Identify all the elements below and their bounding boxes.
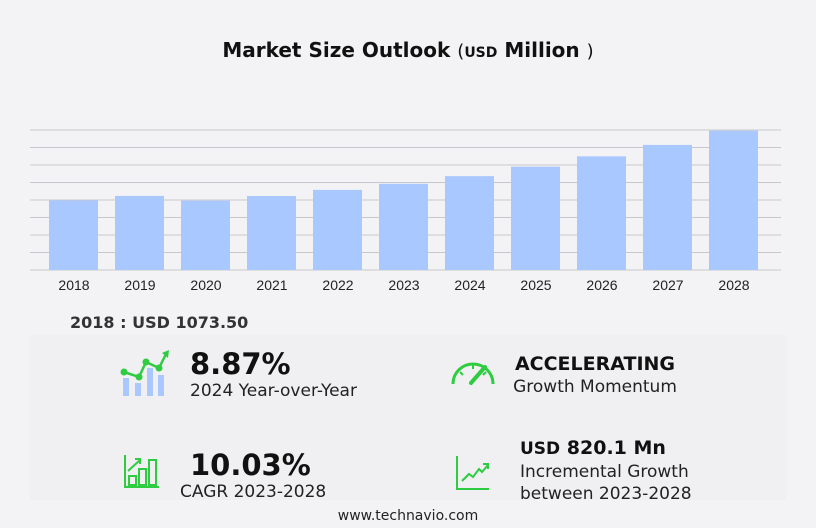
title-paren-close: ): [586, 41, 594, 62]
x-tick-label: 2028: [718, 277, 749, 293]
bar-2020: [181, 200, 230, 270]
incremental-stat: USD 820.1 Mn Incremental Growth between …: [520, 436, 692, 505]
x-tick-label: 2026: [586, 277, 617, 293]
growth-chart-icon: [120, 350, 169, 396]
momentum-value: ACCELERATING: [514, 353, 676, 375]
x-tick-label: 2023: [388, 277, 419, 293]
cagr-label: CAGR 2023-2028: [180, 482, 327, 502]
x-tick-label: 2024: [454, 277, 485, 293]
x-tick-label: 2020: [190, 277, 221, 293]
x-tick-label: 2019: [124, 277, 155, 293]
speedometer-icon: [451, 362, 495, 385]
momentum-stat: ACCELERATING Growth Momentum: [510, 352, 680, 398]
incremental-unit: USD: [520, 439, 561, 459]
chart-title: Market Size Outlook (USD Million ): [0, 38, 816, 62]
title-unit: USD: [464, 45, 498, 61]
yoy-stat: 8.87% 2024 Year-over-Year: [190, 348, 357, 402]
momentum-label: Growth Momentum: [513, 377, 677, 397]
bar-chart: 2018 2019 2020 2021 2022 2023 2024 2025 2026 2027…: [30, 129, 781, 293]
cagr-bar-icon: [124, 455, 159, 488]
x-tick-label: 2027: [652, 277, 683, 293]
incremental-value: 820.1 Mn: [566, 437, 666, 459]
title-main: Market Size Outlook: [222, 38, 451, 62]
title-unit-word: Million: [504, 38, 580, 62]
bar-2027: [643, 144, 692, 270]
base-year-value: 2018 : USD 1073.50: [70, 313, 249, 332]
bar-2021: [247, 195, 296, 270]
bar-2026: [577, 156, 626, 270]
bar-2022: [313, 189, 362, 270]
bar-2028: [709, 130, 758, 270]
bar-2025: [511, 166, 560, 270]
footer-url: www.technavio.com: [337, 508, 479, 524]
bar-2019: [115, 195, 164, 270]
yoy-label: 2024 Year-over-Year: [190, 381, 357, 401]
bar-2023: [379, 183, 428, 270]
yoy-value: 8.87%: [190, 347, 291, 381]
bar-2024: [445, 176, 494, 270]
bar-2018: [49, 200, 98, 270]
x-tick-label: 2021: [256, 277, 287, 293]
trend-line-icon: [456, 456, 489, 490]
x-tick-label: 2018: [58, 277, 89, 293]
incremental-period: between 2023-2028: [520, 484, 692, 504]
x-tick-label: 2025: [520, 277, 551, 293]
x-tick-label: 2022: [322, 277, 353, 293]
cagr-stat: 10.03% CAGR 2023-2028: [180, 449, 326, 503]
cagr-value: 10.03%: [190, 448, 311, 482]
title-paren-open: (: [457, 41, 465, 62]
incremental-label: Incremental Growth: [520, 462, 689, 482]
